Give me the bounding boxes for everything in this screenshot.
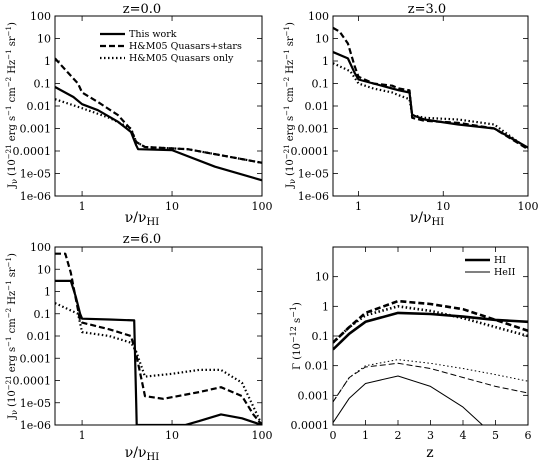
y-tick-label: 1e-05 <box>20 397 51 410</box>
legend-rates: HI HeII <box>465 255 516 278</box>
series-line-h-m05-quasars-stars <box>333 362 528 403</box>
x-tick-label: 1 <box>362 429 369 442</box>
x-axis-label-rates: z <box>426 445 433 461</box>
y-tick-label: 100 <box>30 10 51 23</box>
y-tick-label: 0.001 <box>20 352 52 365</box>
panel-title-z6: z=6.0 <box>123 232 161 247</box>
series-line-this-work <box>333 50 528 149</box>
y-tick-label: 10 <box>315 271 329 284</box>
y-tick-label: 10 <box>37 263 51 276</box>
series-line-h-m05-quasars-stars <box>333 299 528 344</box>
x-tick-label: 4 <box>460 429 467 442</box>
series-line-this-work <box>55 86 262 182</box>
y-axis-label-z6: Jν (10−21 erg s−1 cm−2 Hz−1 sr−1) <box>5 253 19 420</box>
y-tick-label: 0.001 <box>298 389 330 402</box>
x-tick-label: 5 <box>492 429 499 442</box>
x-tick-label: 1 <box>79 200 86 213</box>
y-tick-label: 0.01 <box>27 330 52 343</box>
y-axis-label-z0: Jν (10−21 erg s−1 cm−2 Hz−1 sr−1) <box>5 22 19 189</box>
y-tick-label: 0.1 <box>34 308 52 321</box>
legend-label-this-work: This work <box>129 29 177 40</box>
y-axis-label-rates: Γ (10−12 s−1) <box>289 302 303 370</box>
x-tick-label: 2 <box>395 429 402 442</box>
legend: This work H&M05 Quasars+stars H&M05 Quas… <box>100 29 242 64</box>
y-tick-label: 1e-06 <box>20 419 51 432</box>
y-tick-label: 0.001 <box>298 123 330 136</box>
x-tick-label: 100 <box>252 429 273 442</box>
y-axis-label-z3: Jν (10−21 erg s−1 cm−2 Hz−1 sr−1) <box>283 22 297 189</box>
y-tick-label: 0.0001 <box>291 419 330 432</box>
y-tick-label: 0.01 <box>27 100 52 113</box>
series-line-this-work <box>55 279 262 425</box>
series-line-h-m05-quasars-only <box>55 98 262 164</box>
y-tick-label: 0.0001 <box>291 145 330 158</box>
series-line-h-m05-quasars-only <box>55 302 262 425</box>
panel-z6: z=6.0 ν/νHI Jν (10−21 erg s−1 cm−2 Hz−1 … <box>5 232 273 463</box>
panel-title-z3: z=3.0 <box>408 2 446 17</box>
x-tick-label: 10 <box>165 200 179 213</box>
x-tick-label: 1 <box>79 429 86 442</box>
y-tick-label: 100 <box>308 10 329 23</box>
x-tick-label: 100 <box>518 200 539 213</box>
series-line-h-m05-quasars-stars <box>55 252 262 425</box>
y-tick-label: 0.1 <box>34 78 52 91</box>
y-tick-label: 0.01 <box>305 360 330 373</box>
y-tick-label: 1e-06 <box>298 190 329 203</box>
x-tick-label: 6 <box>525 429 532 442</box>
plot-frame <box>332 15 529 197</box>
series-line-h-m05-quasars-only <box>333 62 528 151</box>
x-axis-label-z6: ν/νHI <box>125 445 159 463</box>
plot-frame <box>54 246 263 426</box>
y-tick-label: 1 <box>322 55 329 68</box>
y-tick-label: 100 <box>30 241 51 254</box>
y-tick-label: 0.1 <box>312 330 330 343</box>
panel-rates: z Γ (10−12 s−1) HI HeII 0.0001 0.001 0.01 0… <box>289 246 532 461</box>
series-line-h-m05-quasars-only <box>333 359 528 403</box>
series-line-h-m05-quasars-only <box>333 305 528 344</box>
x-axis-label-z0: ν/νHI <box>125 210 159 228</box>
y-tick-label: 0.0001 <box>13 375 52 388</box>
y-tick-label: 10 <box>37 33 51 46</box>
x-tick-label: 0 <box>330 429 337 442</box>
y-tick-label: 1 <box>322 300 329 313</box>
panel-z0: z=0.0 ν/νHI Jν (10−21 erg s−1 cm−2 Hz−1 … <box>5 2 273 228</box>
legend-label-hm05-qso-stars: H&M05 Quasars+stars <box>129 41 242 52</box>
plot-frame <box>332 246 529 426</box>
y-tick-label: 1 <box>44 286 51 299</box>
y-tick-label: 0.001 <box>20 123 52 136</box>
y-tick-label: 0.01 <box>305 100 330 113</box>
x-tick-label: 100 <box>252 200 273 213</box>
series-line-hi <box>333 311 528 351</box>
legend-label-heii: HeII <box>494 267 516 278</box>
y-tick-label: 1e-06 <box>20 190 51 203</box>
legend-label-hm05-qso-only: H&M05 Quasars only <box>129 53 234 64</box>
legend-label-hi: HI <box>494 255 506 266</box>
y-tick-label: 1e-05 <box>298 168 329 181</box>
x-tick-label: 10 <box>165 429 179 442</box>
panel-title-z0: z=0.0 <box>123 2 161 17</box>
y-tick-label: 1 <box>44 55 51 68</box>
panel-z3: z=3.0 ν/νHI Jν (10−21 erg s−1 cm−2 Hz−1 … <box>283 2 539 228</box>
y-tick-label: 10 <box>315 33 329 46</box>
x-tick-label: 10 <box>436 200 450 213</box>
series-line-heii <box>333 375 483 425</box>
y-tick-label: 0.0001 <box>13 145 52 158</box>
x-tick-label: 1 <box>355 200 362 213</box>
y-tick-label: 0.1 <box>312 78 330 91</box>
series-line-h-m05-quasars-stars <box>333 26 528 151</box>
plot-frame <box>54 15 263 197</box>
y-tick-label: 1e-05 <box>20 168 51 181</box>
x-tick-label: 3 <box>427 429 434 442</box>
